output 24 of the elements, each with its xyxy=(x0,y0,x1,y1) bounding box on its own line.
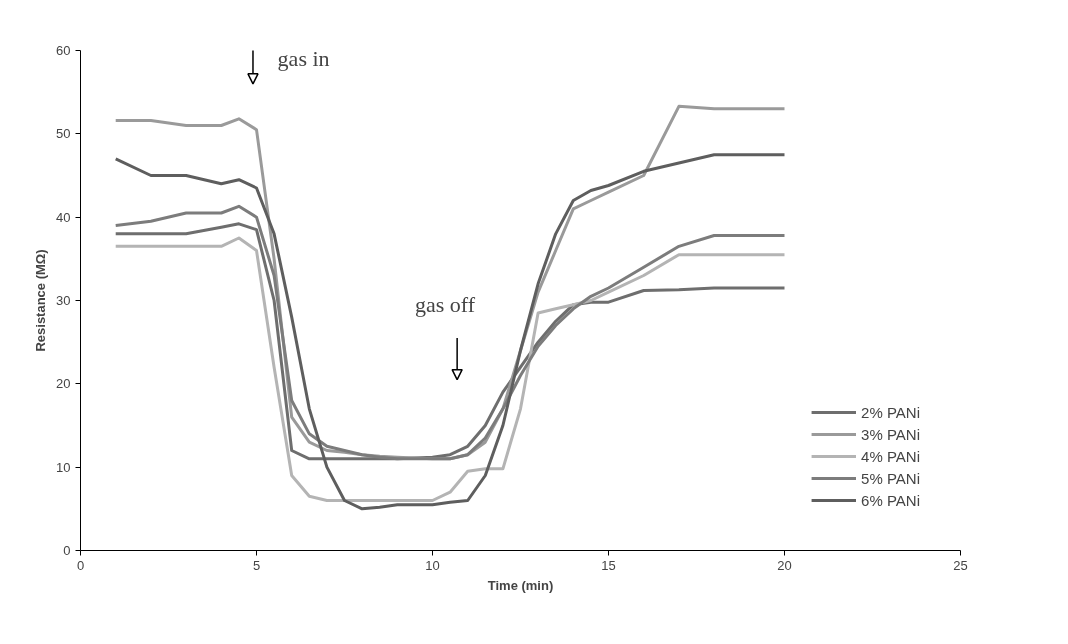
x-tick-label: 15 xyxy=(601,557,616,573)
y-tick-label: 30 xyxy=(56,293,71,308)
y-tick-label: 60 xyxy=(56,43,71,58)
legend-label: 5% PANi xyxy=(861,469,920,487)
line-series xyxy=(114,153,786,511)
y-tick-label: 50 xyxy=(56,126,71,142)
legend-label: 6% PANi xyxy=(861,491,920,509)
annotation: gas off xyxy=(414,292,476,318)
y-tick-label: 0 xyxy=(63,543,71,558)
legend-label: 3% PANi xyxy=(861,425,920,443)
y-tick-label: 10 xyxy=(56,459,71,475)
annotation: gas in xyxy=(277,46,330,72)
x-tick-label: 25 xyxy=(953,557,968,573)
legend-label: 2% PANi xyxy=(861,403,920,421)
line-series xyxy=(114,236,786,502)
y-tick-label: 20 xyxy=(56,376,71,392)
x-tick-label: 5 xyxy=(252,557,261,573)
y-axis-title: Resistance (MΩ) xyxy=(33,249,49,352)
x-tick-label: 0 xyxy=(76,557,85,573)
legend-label: 4% PANi xyxy=(861,447,920,465)
y-tick-label: 40 xyxy=(56,209,71,225)
x-tick-label: 20 xyxy=(777,557,792,573)
x-axis-title: Time (min) xyxy=(487,577,554,593)
x-tick-label: 10 xyxy=(425,557,440,573)
